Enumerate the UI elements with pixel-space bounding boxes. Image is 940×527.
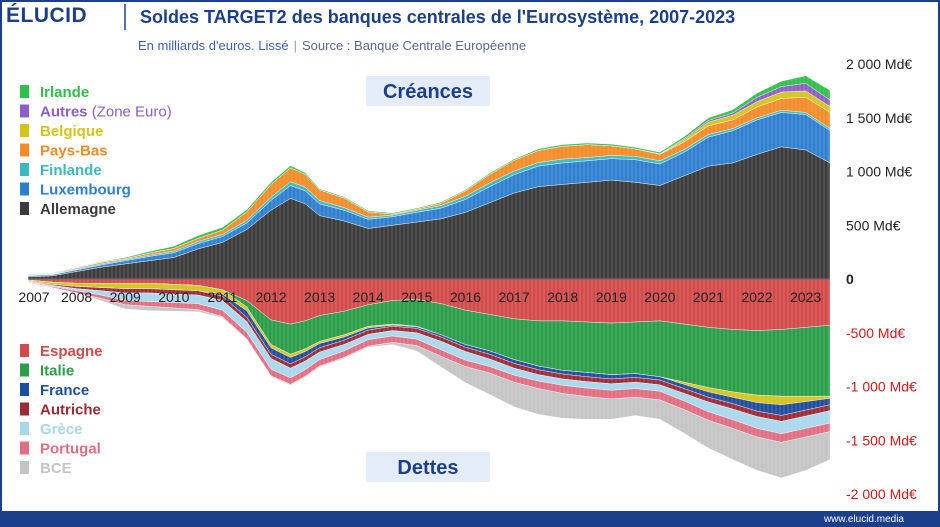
- legend-label-top-luxembourg: Luxembourg: [40, 182, 131, 199]
- legend-label-top-allemagne: Allemagne: [40, 201, 116, 218]
- y-tick-0: 0: [846, 271, 854, 287]
- legend-swatch-top-autres-zone-euro: [20, 104, 29, 118]
- stacked-areas: [27, 64, 831, 494]
- legend-label-bottom-autriche: Autriche: [40, 402, 101, 419]
- y-axis-tick-labels: 2 000 Md€ 1 500 Md€ 1 000 Md€ 500 Md€ 0 -500 …: [846, 56, 917, 502]
- legend-swatch-bottom-portugal: [20, 441, 29, 455]
- legend-swatch-bottom-france: [20, 383, 29, 396]
- legend-swatch-top-belgique: [20, 124, 29, 137]
- x-tick-2015: 2015: [401, 289, 432, 305]
- legend-swatch-top-allemagne: [20, 202, 29, 215]
- section-label-bg-dettes: [366, 452, 490, 482]
- y-tick-neg-1500: -1 500 Md€: [846, 432, 917, 448]
- section-label-bg-creances: [366, 76, 490, 106]
- legend-label-top-finlande: Finlande: [40, 162, 102, 179]
- footer-bar: www.elucid.media: [0, 511, 940, 527]
- legend-label-top-pays-bas: Pays-Bas: [40, 143, 108, 160]
- legend-label-bottom-italie: Italie: [40, 363, 74, 380]
- y-tick-1000: 1 000 Md€: [846, 164, 912, 180]
- x-tick-2008: 2008: [61, 289, 92, 305]
- x-tick-2017: 2017: [498, 289, 529, 305]
- legend-swatch-bottom-espagne: [20, 344, 29, 357]
- x-tick-2013: 2013: [304, 289, 335, 305]
- section-label-dettes: Dettes: [397, 457, 458, 479]
- area-pos-irlande: [27, 75, 831, 275]
- legend-swatch-top-irlande: [20, 85, 29, 98]
- legend-swatch-bottom-autriche: [20, 402, 29, 416]
- legend-swatch-bottom-grece: [20, 422, 29, 435]
- legend-swatch-bottom-italie: [20, 363, 29, 377]
- x-tick-2020: 2020: [644, 289, 675, 305]
- legend-label-bottom-portugal: Portugal: [40, 441, 101, 458]
- legend-label-bottom-bce: BCE: [40, 460, 72, 477]
- y-tick-neg-1000: -1 000 Md€: [846, 379, 917, 395]
- chart-title: Soldes TARGET2 des banques centrales de …: [140, 7, 736, 27]
- x-tick-2018: 2018: [547, 289, 578, 305]
- y-tick-500: 500 Md€: [846, 217, 901, 233]
- legend-label-bottom-grece: Grèce: [40, 421, 83, 438]
- x-tick-2007: 2007: [18, 289, 49, 305]
- x-tick-2016: 2016: [450, 289, 481, 305]
- legend-label-top-belgique: Belgique: [40, 123, 103, 140]
- x-tick-2011: 2011: [207, 289, 237, 305]
- x-tick-2019: 2019: [596, 289, 627, 305]
- section-label-creances: Créances: [383, 81, 473, 103]
- y-tick-neg-2000: -2 000 Md€: [846, 486, 917, 502]
- legend-swatch-top-pays-bas: [20, 143, 29, 157]
- x-tick-2014: 2014: [353, 289, 384, 305]
- legend-label-top-irlande: Irlande: [40, 84, 89, 101]
- footer-url[interactable]: www.elucid.media: [823, 514, 904, 525]
- legend-swatch-top-luxembourg: [20, 182, 29, 196]
- legend-label-top-autres-zone-euro: Autres (Zone Euro): [40, 104, 172, 121]
- x-tick-2021: 2021: [693, 289, 724, 305]
- area-neg-bce: [27, 282, 831, 479]
- legend-swatch-bottom-bce: [20, 461, 29, 474]
- legend-swatch-top-finlande: [20, 163, 29, 176]
- y-tick-neg-500: -500 Md€: [846, 325, 905, 341]
- legend-label-bottom-espagne: Espagne: [40, 343, 103, 360]
- x-tick-2012: 2012: [255, 289, 286, 305]
- y-tick-2000: 2 000 Md€: [846, 56, 912, 72]
- x-tick-2022: 2022: [742, 289, 773, 305]
- x-tick-2009: 2009: [110, 289, 141, 305]
- section-labels: Créances Dettes: [366, 76, 490, 482]
- y-tick-1500: 1 500 Md€: [846, 110, 912, 126]
- x-tick-2023: 2023: [790, 289, 821, 305]
- source-text: Source : Banque Centrale Européenne: [302, 38, 527, 53]
- brand-logo[interactable]: ÉLUCID: [6, 4, 88, 27]
- subtitle-text: En milliards d'euros. Lissé: [138, 38, 289, 53]
- x-tick-2010: 2010: [158, 289, 189, 305]
- chart-subtitle: En milliards d'euros. Lissé | Source : Ban…: [138, 38, 526, 53]
- legend: Irlande Autres (Zone Euro) Belgique Pays-Ba…: [20, 84, 172, 477]
- x-axis-tick-labels: 2007 2008 2009 2010 2011 2012 2013 2014 2015 2016…: [18, 289, 821, 305]
- subtitle-separator: |: [293, 38, 297, 53]
- legend-label-bottom-france: France: [40, 382, 89, 399]
